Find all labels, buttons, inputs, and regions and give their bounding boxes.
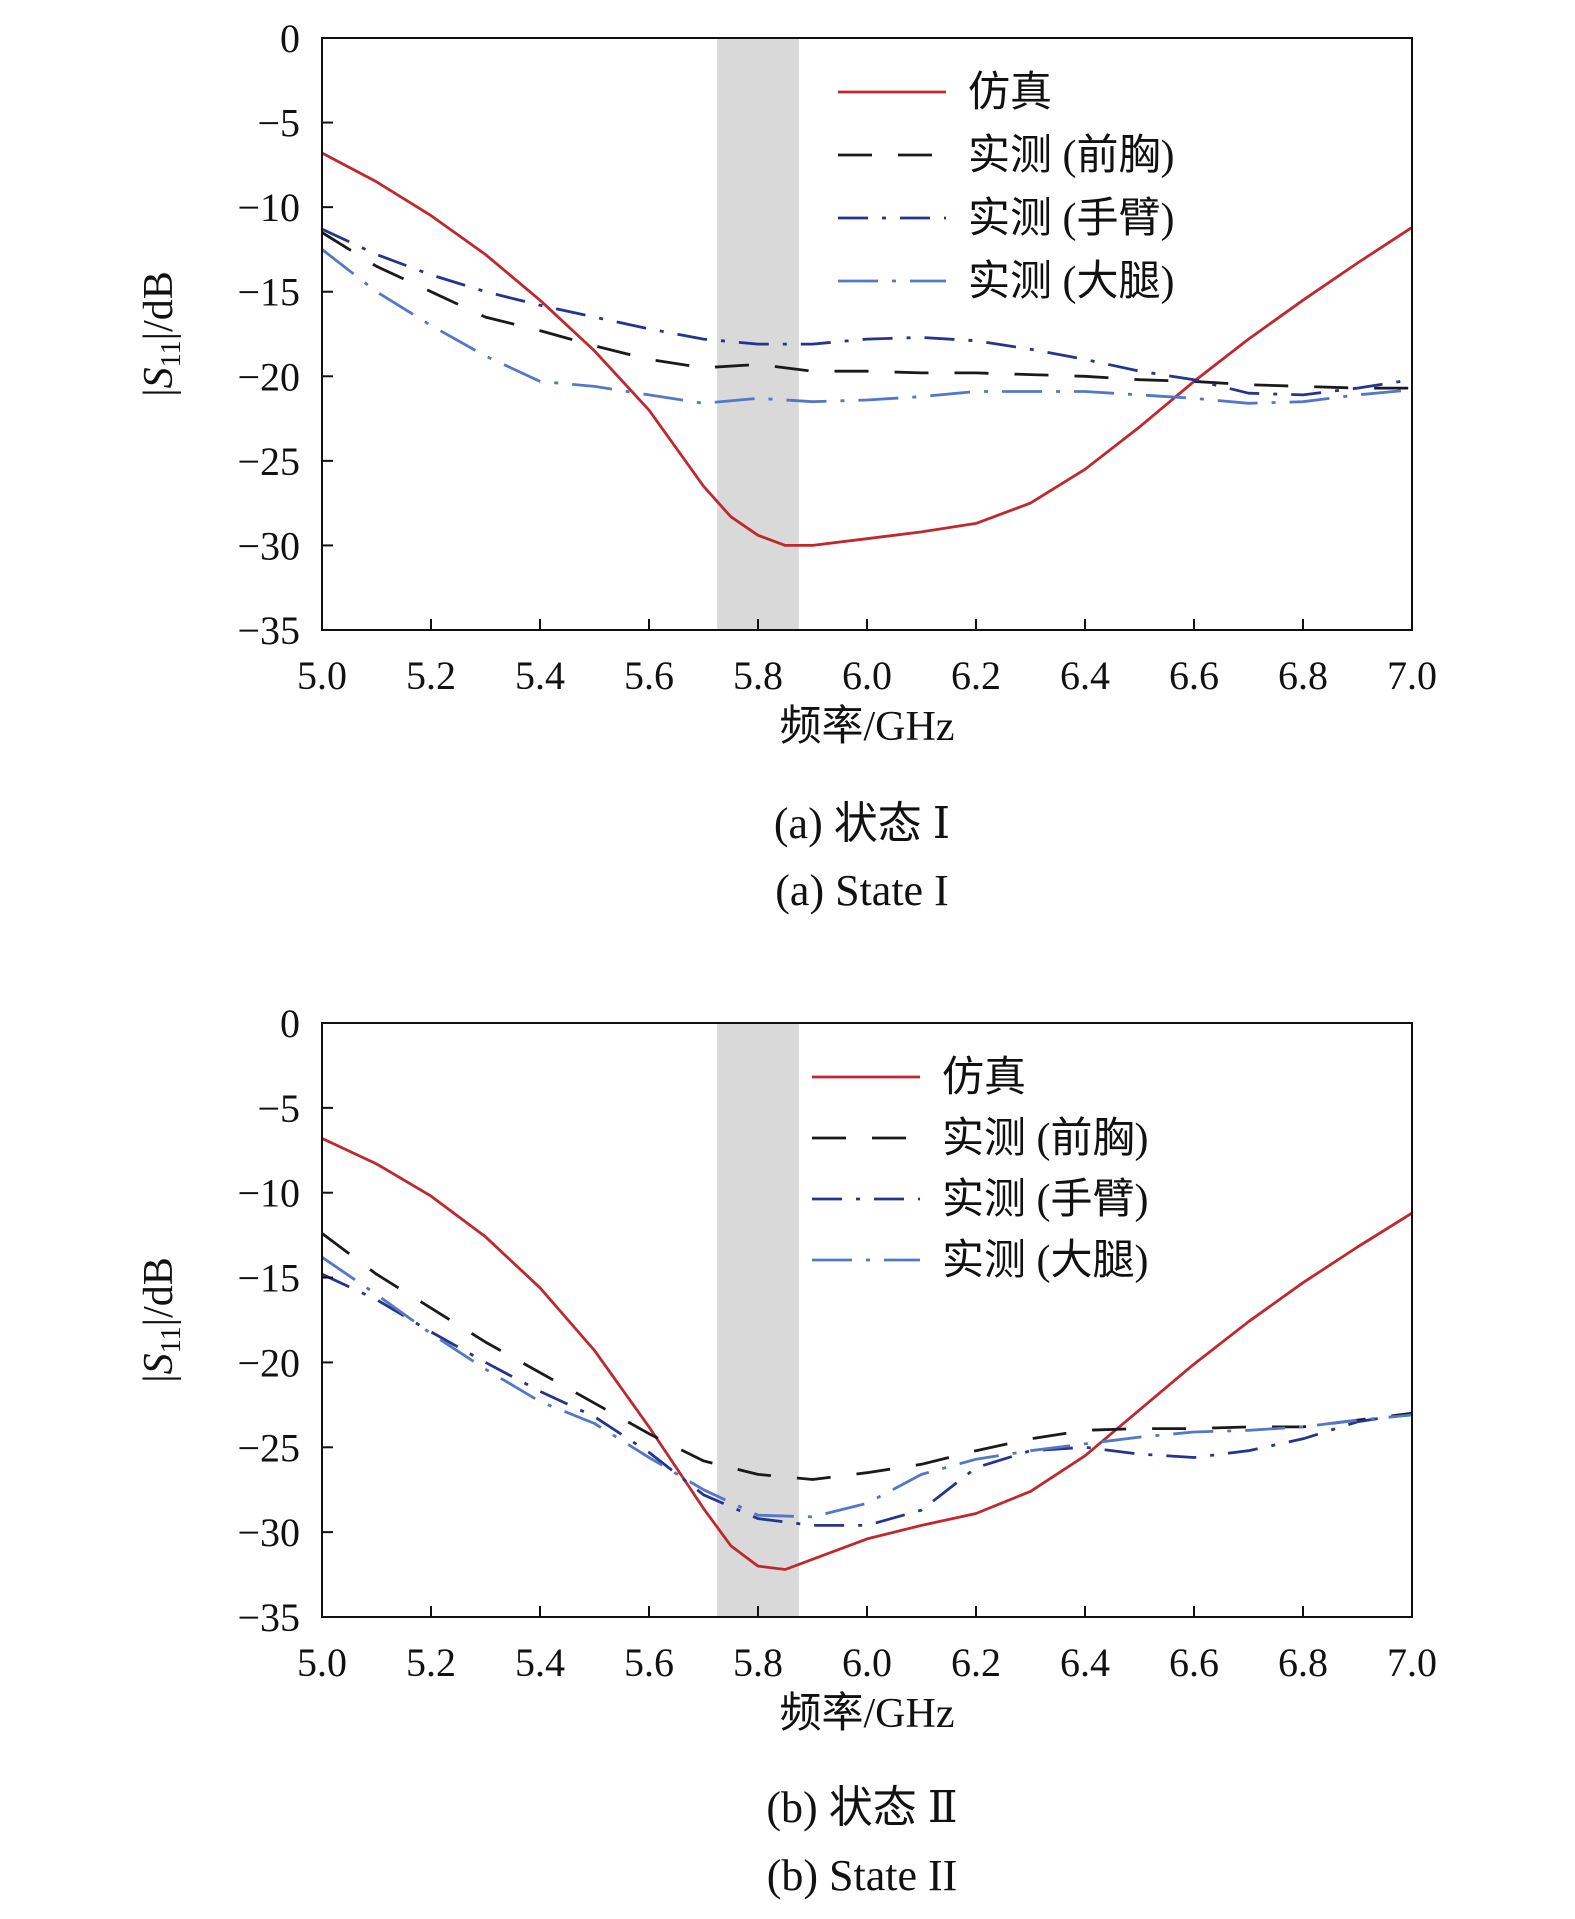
series-line-chest [321, 231, 1412, 390]
x-tick-label: 6.2 [951, 1640, 1001, 1685]
series-line-thigh [321, 1256, 1413, 1519]
series-line-thigh [321, 248, 1413, 405]
caption-cn: (b) 状态 Ⅱ [766, 1783, 957, 1832]
legend-label-arm: 实测 (手臂) [942, 1176, 1148, 1223]
y-tick-label: 0 [280, 1001, 300, 1046]
y-tick-label: −20 [237, 354, 300, 399]
x-tick-label: 6.4 [1060, 653, 1110, 698]
series-line-arm [321, 1272, 1413, 1527]
shaded-band [717, 1023, 799, 1617]
x-tick-label: 5.8 [733, 653, 783, 698]
x-tick-label: 5.4 [515, 653, 565, 698]
x-tick-label: 6.4 [1060, 1640, 1110, 1685]
x-tick-label: 6.6 [1169, 653, 1219, 698]
y-tick-label: −35 [237, 1595, 300, 1640]
x-tick-label: 6.6 [1169, 1640, 1219, 1685]
y-title-unit: |/dB [136, 1257, 182, 1326]
x-tick-label: 6.0 [842, 653, 892, 698]
y-tick-label: −25 [237, 439, 300, 484]
x-tick-label: 5.0 [297, 1640, 347, 1685]
y-axis-title: |S11|/dB [136, 1257, 187, 1382]
y-title-subscript: 11 [156, 340, 187, 367]
y-title-symbol: S [136, 1353, 182, 1374]
y-tick-label: −10 [237, 1171, 300, 1216]
x-tick-label: 7.0 [1387, 653, 1437, 698]
y-tick-label: −15 [237, 1256, 300, 1301]
legend-label-sim: 仿真 [942, 1055, 1026, 1101]
x-axis-title: 频率/GHz [780, 1690, 955, 1737]
x-tick-label: 7.0 [1387, 1640, 1437, 1685]
caption-en: (b) State II [767, 1851, 958, 1900]
y-tick-label: −5 [257, 1086, 300, 1131]
plot-frame [321, 37, 1413, 631]
caption-cn: (a) 状态 Ⅰ [774, 799, 950, 848]
x-tick-label: 5.4 [515, 1640, 565, 1685]
legend-label-chest: 实测 (前胸) [968, 132, 1174, 179]
x-tick-label: 5.6 [624, 653, 674, 698]
x-tick-label: 5.2 [406, 653, 456, 698]
y-tick-label: −30 [237, 1510, 300, 1555]
legend-label-sim: 仿真 [968, 70, 1052, 116]
y-tick-label: −30 [237, 523, 300, 568]
x-axis-title: 频率/GHz [780, 703, 955, 750]
chart-panel-a: 5.0 5.2 5.4 5.6 5.8 6.0 6.2 6.4 6.6 6.8 7.0 0 −5 −10 −… [136, 16, 1437, 915]
x-tick-label: 6.2 [951, 653, 1001, 698]
y-tick-label: −35 [237, 608, 300, 653]
legend-label-thigh: 实测 (大腿) [942, 1237, 1148, 1284]
caption-en: (a) State I [775, 866, 948, 915]
y-title-bar: | [136, 388, 182, 396]
y-title-symbol: S [136, 367, 182, 388]
y-tick-label: −20 [237, 1340, 300, 1385]
y-title-unit: |/dB [136, 271, 182, 340]
y-axis-title: |S11|/dB [136, 271, 187, 396]
y-tick-label: −10 [237, 185, 300, 230]
series-line-sim [321, 1137, 1413, 1571]
x-tick-label: 5.6 [624, 1640, 674, 1685]
x-tick-label: 6.0 [842, 1640, 892, 1685]
legend-label-thigh: 实测 (大腿) [968, 258, 1174, 305]
legend-label-chest: 实测 (前胸) [942, 1115, 1148, 1162]
x-tick-label: 6.8 [1278, 653, 1328, 698]
y-tick-label: 0 [280, 16, 300, 61]
x-tick-label: 5.0 [297, 653, 347, 698]
shaded-band [717, 38, 799, 630]
series-line-arm [321, 227, 1413, 397]
y-tick-label: −5 [257, 101, 300, 146]
y-title-bar: | [136, 1374, 182, 1382]
x-tick-label: 6.8 [1278, 1640, 1328, 1685]
series-line-chest [321, 1232, 1413, 1481]
series-line-sim [321, 151, 1413, 547]
chart-panel-b: 5.0 5.2 5.4 5.6 5.8 6.0 6.2 6.4 6.6 6.8 7.0 0 −5 −10 −… [136, 1001, 1437, 1900]
x-tick-label: 5.2 [406, 1640, 456, 1685]
y-title-subscript: 11 [156, 1326, 187, 1353]
y-tick-label: −15 [237, 270, 300, 315]
y-tick-label: −25 [237, 1425, 300, 1470]
x-tick-label: 5.8 [733, 1640, 783, 1685]
legend-label-arm: 实测 (手臂) [968, 195, 1174, 242]
